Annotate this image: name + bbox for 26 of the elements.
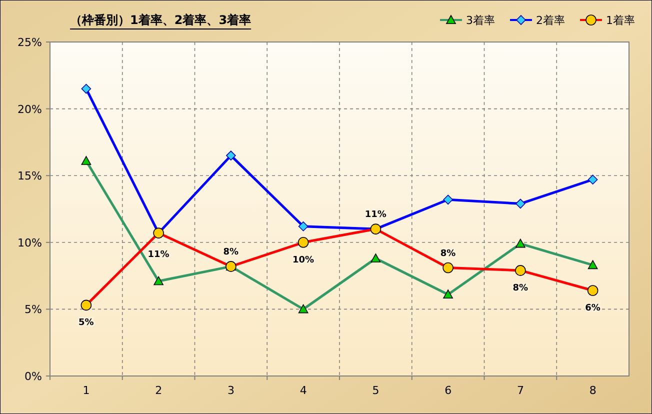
- data-label: 6%: [585, 303, 600, 314]
- data-label: 8%: [223, 247, 239, 258]
- x-tick-label: 3: [227, 384, 234, 397]
- y-tick-label: 0%: [24, 370, 42, 383]
- y-tick-label: 5%: [24, 303, 42, 316]
- data-label: 5%: [78, 318, 94, 328]
- chart-title: （枠番別）1着率、2着率、3着率: [70, 13, 252, 27]
- x-tick-label: 1: [82, 384, 90, 397]
- data-label: 8%: [512, 283, 528, 294]
- data-label: 8%: [440, 248, 456, 259]
- x-tick-label: 8: [589, 384, 596, 397]
- x-tick-label: 4: [300, 384, 307, 397]
- legend-label: 2着率: [536, 14, 565, 27]
- data-label: 11%: [364, 210, 386, 220]
- x-tick-label: 2: [155, 384, 162, 397]
- y-tick-label: 25%: [18, 36, 42, 49]
- x-tick-label: 5: [372, 384, 380, 397]
- data-label: 11%: [148, 250, 170, 260]
- x-tick-label: 7: [516, 384, 524, 397]
- legend-label: 1着率: [606, 14, 635, 27]
- x-tick-label: 6: [444, 384, 452, 397]
- y-tick-label: 10%: [18, 236, 42, 250]
- legend-label: 3着率: [466, 14, 495, 27]
- y-tick-label: 20%: [18, 102, 42, 116]
- data-label: 10%: [292, 255, 314, 266]
- y-tick-label: 15%: [18, 170, 42, 183]
